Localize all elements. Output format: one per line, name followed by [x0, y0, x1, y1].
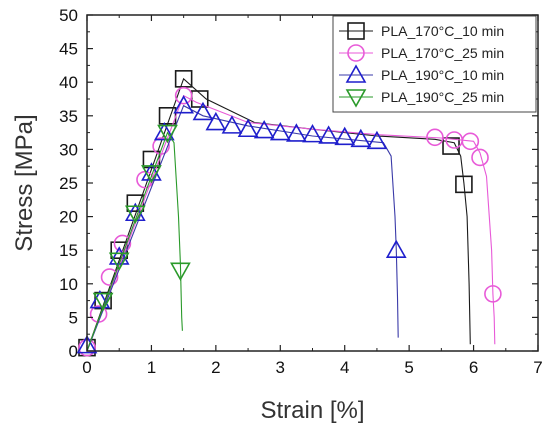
series-point: [205, 111, 227, 131]
legend-marker: [347, 22, 365, 40]
plot-series: [76, 70, 502, 357]
legend-label: PLA_170°C_25 min: [381, 45, 504, 61]
series-point: [471, 148, 489, 167]
series-point: [366, 130, 388, 150]
x-tick-label: 5: [404, 358, 413, 377]
series-point: [426, 128, 444, 147]
series-2: [78, 86, 502, 357]
legend-entry: PLA_190°C_25 min: [339, 89, 504, 108]
series-point: [221, 115, 243, 134]
legend-entry: PLA_170°C_25 min: [339, 44, 504, 62]
series-point: [237, 118, 259, 138]
x-tick-label: 7: [533, 358, 542, 377]
series-point: [76, 334, 98, 354]
legend-box: [332, 15, 537, 113]
series-point: [253, 119, 275, 139]
legend-label: PLA_170°C_10 min: [381, 23, 504, 39]
series-point: [170, 262, 191, 281]
series-point: [141, 165, 162, 184]
series-point: [442, 137, 460, 155]
y-tick-label: 50: [59, 6, 78, 25]
y-tick-label: 40: [59, 73, 78, 92]
y-tick-label: 45: [59, 40, 78, 59]
series-point: [153, 121, 175, 141]
series-point: [157, 124, 178, 144]
series-point: [92, 292, 114, 312]
legend-entry: PLA_170°C_10 min: [339, 22, 504, 40]
series-point: [318, 125, 339, 144]
x-tick-label: 6: [469, 358, 478, 377]
legend: PLA_170°C_10 min PLA_170°C_25 min PLA_190°…: [332, 15, 537, 113]
series-point: [174, 70, 193, 88]
y-axis-title: Stress [MPa]: [11, 114, 38, 251]
series-point: [334, 126, 356, 146]
y-tick-label: 15: [59, 241, 78, 260]
series-point: [100, 268, 119, 286]
series-point: [124, 205, 146, 224]
y-tick-label: 0: [69, 342, 78, 361]
series-point: [141, 162, 162, 181]
y-tick-label: 25: [59, 174, 78, 193]
legend-marker: [347, 44, 365, 62]
series-point: [89, 289, 111, 309]
y-tick-label: 35: [59, 107, 78, 126]
x-tick-label: 2: [211, 358, 220, 377]
series-point: [269, 121, 291, 141]
series-point: [455, 175, 473, 194]
series-point: [350, 128, 372, 148]
x-tick-label: 0: [82, 358, 91, 377]
series-point: [484, 285, 502, 303]
legend-label: PLA_190°C_25 min: [381, 89, 504, 105]
series-point: [113, 234, 132, 253]
series-point: [192, 101, 214, 121]
legend-marker: [345, 64, 367, 83]
series-point: [152, 137, 170, 155]
series-line: [86, 77, 471, 352]
y-tick-label: 30: [59, 140, 78, 159]
series-line: [86, 131, 183, 352]
x-tick-label: 1: [147, 358, 156, 377]
x-tick-label: 3: [276, 358, 285, 377]
series-3: [76, 95, 407, 354]
legend-label: PLA_190°C_10 min: [381, 67, 504, 83]
series-1: [78, 70, 473, 357]
series-point: [286, 123, 307, 142]
y-tick-label: 5: [69, 308, 78, 327]
series-point: [158, 107, 177, 125]
x-axis-title: Strain [%]: [260, 397, 364, 424]
series-point: [385, 239, 407, 259]
x-tick-label: 4: [340, 358, 349, 377]
series-point: [174, 86, 193, 105]
series-point: [302, 123, 323, 143]
legend-entry: PLA_190°C_10 min: [339, 64, 504, 83]
y-tick-label: 20: [59, 208, 78, 227]
series-point: [461, 132, 480, 151]
y-tick-label: 10: [59, 275, 78, 294]
series-point: [108, 252, 130, 271]
series-point: [173, 95, 195, 114]
legend-marker: [345, 89, 367, 108]
series-4: [86, 124, 191, 352]
